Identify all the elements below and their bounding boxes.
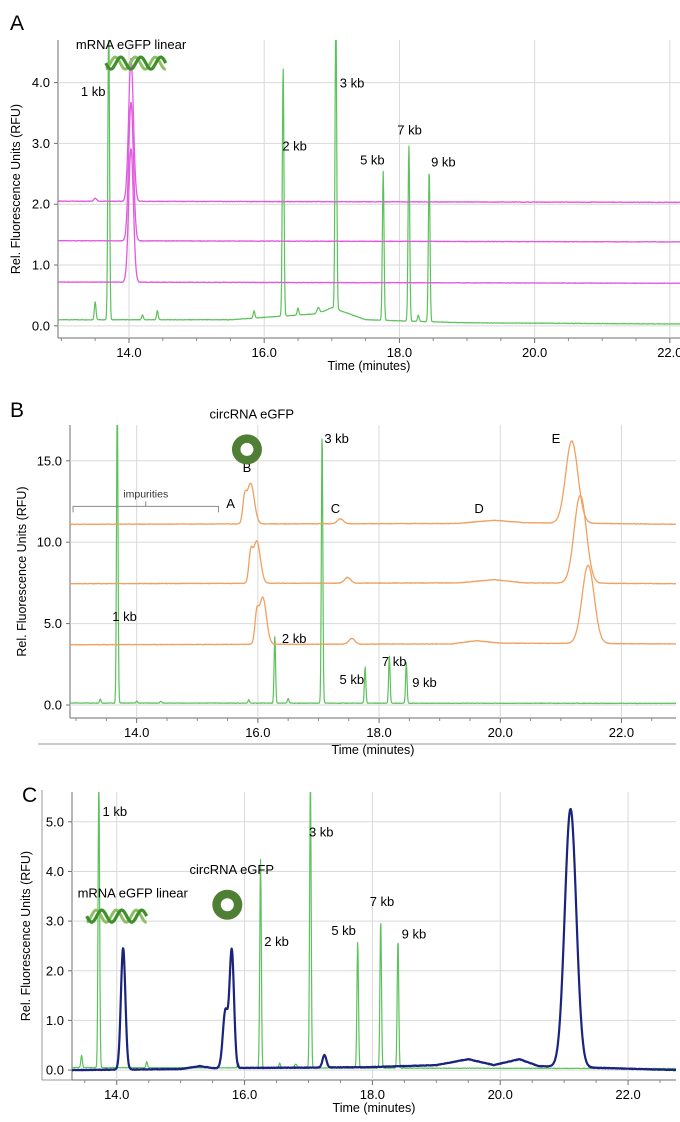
x-tick-label: 14.0	[116, 345, 141, 360]
y-tick-label: 0.0	[32, 318, 50, 333]
circ-rna-hole	[220, 898, 234, 912]
chart-panel-b: 14.0 16.0 18.0 20.0 22.0 0.0 5.0 10.0 15.0 B Time …	[10, 399, 676, 757]
peak-annotation: 2 kb	[264, 934, 289, 949]
peak-annotation: circRNA eGFP	[190, 862, 275, 877]
helix-strand-dark	[85, 908, 149, 924]
x-tick-label: 16.0	[252, 345, 277, 360]
peak-annotation: 5 kb	[331, 923, 356, 938]
x-tick-label: 14.0	[104, 1087, 129, 1102]
impurities-bracket: impurities	[72, 488, 219, 513]
y-tick-label: 3.0	[46, 914, 64, 929]
peak-annotation: 9 kb	[412, 675, 437, 690]
peak-annotation: 2 kb	[282, 631, 307, 646]
trace-group	[70, 425, 676, 705]
x-tick-label: 22.0	[657, 345, 680, 360]
peak-annotation: 7 kb	[370, 894, 395, 909]
peak-annotation: circRNA eGFP	[210, 406, 295, 421]
y-axis-title: Rel. Fluorescence Units (RFU)	[19, 851, 33, 1021]
y-tick-label: 0.0	[46, 1063, 64, 1078]
x-tick-label: 20.0	[522, 345, 547, 360]
x-axis-title: Time (minutes)	[328, 359, 411, 373]
x-axis-title: Time (minutes)	[333, 1101, 416, 1115]
chart-panel-c: 14.0 16.0 18.0 20.0 22.0 0.0 1.0 2.0 3.0 4.0 5.0 C T…	[19, 784, 676, 1115]
peak-annotation: 2 kb	[282, 139, 307, 154]
circ-rna-hole	[240, 442, 254, 456]
x-tick-label: 18.0	[387, 345, 412, 360]
y-tick-label: 4.0	[32, 75, 50, 90]
helix-strand-light	[105, 55, 167, 71]
x-tick-label: 18.0	[366, 725, 391, 740]
y-tick-label: 5.0	[44, 616, 62, 631]
peak-annotation: 1 kb	[103, 804, 128, 819]
peak-annotation: 3 kb	[309, 825, 334, 840]
peak-annotation: 7 kb	[382, 654, 407, 669]
x-axis-title: Time (minutes)	[332, 743, 415, 757]
peak-annotation: 1 kb	[81, 84, 106, 99]
y-tick-label: 2.0	[46, 963, 64, 978]
x-tick-label: 14.0	[124, 725, 149, 740]
y-tick-label: 0.0	[44, 697, 62, 712]
y-tick-label: 2.0	[32, 197, 50, 212]
x-tick-label: 16.0	[245, 725, 270, 740]
x-tick-label: 22.0	[615, 1087, 640, 1102]
helix-strand-dark	[104, 55, 168, 71]
y-tick-label: 5.0	[46, 814, 64, 829]
mrna-helix-icon	[104, 55, 168, 71]
x-tick-label: 18.0	[360, 1087, 385, 1102]
peak-annotation: mRNA eGFP linear	[78, 885, 189, 900]
panel-label: C	[22, 784, 37, 807]
panel-label: B	[10, 399, 24, 422]
trace-ladder	[70, 425, 676, 705]
impurities-label: impurities	[123, 488, 168, 500]
trace-circ-prep	[70, 494, 676, 585]
y-tick-label: 10.0	[37, 535, 62, 550]
circ-rna-icon	[212, 889, 243, 920]
y-tick-label: 1.0	[46, 1013, 64, 1028]
trace-group	[58, 40, 680, 325]
x-tick-label: 20.0	[488, 1087, 513, 1102]
y-axis-title: Rel. Fluorescence Units (RFU)	[15, 486, 29, 656]
helix-strand-light	[85, 908, 147, 924]
peak-annotation: B	[243, 460, 252, 475]
trace-ladder	[58, 40, 680, 325]
trace-circ-final	[72, 807, 676, 1072]
peak-annotation: 5 kb	[340, 672, 365, 687]
x-tick-label: 16.0	[232, 1087, 257, 1102]
y-axis-title: Rel. Fluorescence Units (RFU)	[9, 104, 23, 274]
x-tick-label: 22.0	[609, 725, 634, 740]
peak-annotation: E	[552, 431, 561, 446]
peak-annotation: mRNA eGFP linear	[76, 37, 187, 52]
y-tick-label: 15.0	[37, 453, 62, 468]
circ-rna-icon	[231, 434, 262, 465]
peak-annotation: 9 kb	[402, 926, 427, 941]
trace-group	[72, 792, 676, 1072]
peak-annotation: 3 kb	[324, 431, 349, 446]
peak-annotation: 3 kb	[340, 75, 365, 90]
peak-annotation: 7 kb	[397, 122, 422, 137]
trace-linear-mrna	[58, 148, 680, 285]
bracket-line	[72, 501, 219, 513]
trace-linear-mrna	[58, 101, 680, 243]
y-tick-label: 1.0	[32, 258, 50, 273]
trace-circ-prep	[70, 564, 676, 646]
y-tick-label: 3.0	[32, 136, 50, 151]
peak-annotation: A	[226, 496, 235, 511]
peak-annotation: D	[474, 501, 483, 516]
y-tick-label: 4.0	[46, 864, 64, 879]
peak-annotation: C	[331, 501, 340, 516]
x-tick-label: 20.0	[488, 725, 513, 740]
trace-circ-prep	[70, 440, 676, 526]
trace-ladder	[72, 792, 676, 1070]
mrna-helix-icon	[85, 908, 149, 924]
peak-annotation: 1 kb	[112, 609, 137, 624]
trace-linear-mrna	[58, 57, 680, 204]
panel-label: A	[10, 12, 24, 35]
peak-annotation: 5 kb	[360, 153, 385, 168]
chart-panel-a: 14.0 16.0 18.0 20.0 22.0 0.0 1.0 2.0 3.0 4.0 A Time…	[9, 12, 680, 373]
peak-annotation: 9 kb	[431, 154, 456, 169]
